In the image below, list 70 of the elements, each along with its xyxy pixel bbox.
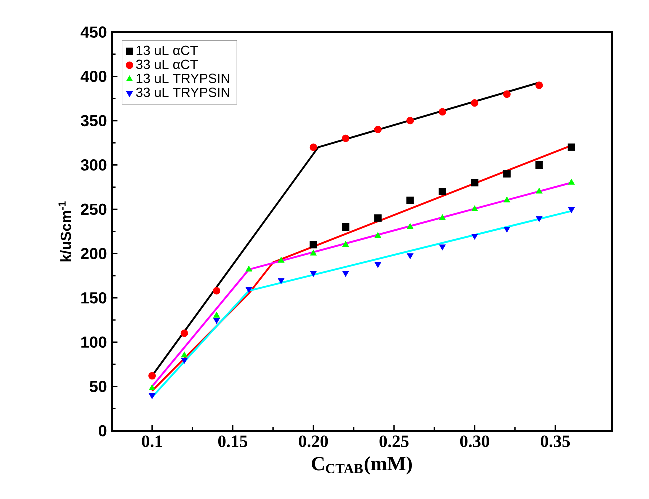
x-axis-title: C$_{CTAB}$(mM) xyxy=(312,456,412,475)
y-axis-title: k/uScm$^{-1}$ xyxy=(58,202,72,262)
legend-label: 33 uL αCT xyxy=(136,60,198,70)
legend-label: 13 uL TRYPSIN xyxy=(136,74,230,84)
y-tick-label: 450 xyxy=(80,26,107,38)
point xyxy=(503,90,511,98)
point xyxy=(536,216,543,222)
point xyxy=(213,287,221,295)
point xyxy=(342,223,350,231)
x-tick-label: 0.25 xyxy=(380,436,409,448)
point xyxy=(246,266,252,272)
y-tick-label: 200 xyxy=(81,248,107,260)
point xyxy=(342,134,350,142)
point xyxy=(246,287,252,293)
point xyxy=(438,188,446,196)
point xyxy=(536,188,543,194)
point xyxy=(149,394,156,400)
point xyxy=(278,257,285,263)
point xyxy=(407,254,414,260)
y-tick-label: 300 xyxy=(80,160,107,171)
y-tick-label: 350 xyxy=(80,115,107,127)
legend-label: 33 uL TRYPSIN xyxy=(136,88,230,98)
y-tick-label: 400 xyxy=(80,70,107,82)
point xyxy=(536,161,544,169)
x-tick-label: 0.1 xyxy=(142,436,162,448)
point xyxy=(503,170,511,178)
point xyxy=(407,223,414,230)
point xyxy=(471,99,479,107)
point xyxy=(568,179,575,185)
point xyxy=(310,241,318,249)
point xyxy=(149,384,156,390)
x-tick-label: 0.20 xyxy=(299,436,328,448)
point xyxy=(310,250,317,256)
x-tick-label: 0.30 xyxy=(460,436,490,448)
point xyxy=(278,278,285,284)
point xyxy=(181,358,188,364)
y-tick-label: 100 xyxy=(82,336,107,348)
point xyxy=(472,206,478,212)
point xyxy=(342,241,350,247)
point xyxy=(439,214,446,220)
point xyxy=(471,179,479,187)
point xyxy=(374,232,382,238)
x-tick-label: 0.35 xyxy=(541,436,570,448)
point xyxy=(342,271,350,278)
y-tick-label: 150 xyxy=(82,292,107,304)
point xyxy=(181,352,188,358)
y-tick-label: 50 xyxy=(90,381,107,392)
point xyxy=(504,226,510,233)
point xyxy=(568,208,575,214)
point xyxy=(374,214,382,222)
point xyxy=(374,126,382,134)
point xyxy=(536,82,544,90)
point xyxy=(406,117,414,125)
y-tick-label: 0 xyxy=(99,425,107,437)
point xyxy=(504,196,510,203)
point xyxy=(568,144,576,152)
point xyxy=(148,372,156,380)
point xyxy=(214,312,220,318)
point xyxy=(214,318,220,324)
point xyxy=(472,234,478,240)
point xyxy=(406,196,414,204)
point xyxy=(310,271,317,278)
point xyxy=(439,244,446,250)
point xyxy=(374,262,382,268)
y-tick-label: 250 xyxy=(81,204,107,216)
legend-label: 13 uL αCT xyxy=(136,46,198,56)
point xyxy=(180,330,188,338)
x-tick-label: 0.15 xyxy=(218,436,248,448)
point xyxy=(438,108,446,116)
point xyxy=(310,144,318,152)
